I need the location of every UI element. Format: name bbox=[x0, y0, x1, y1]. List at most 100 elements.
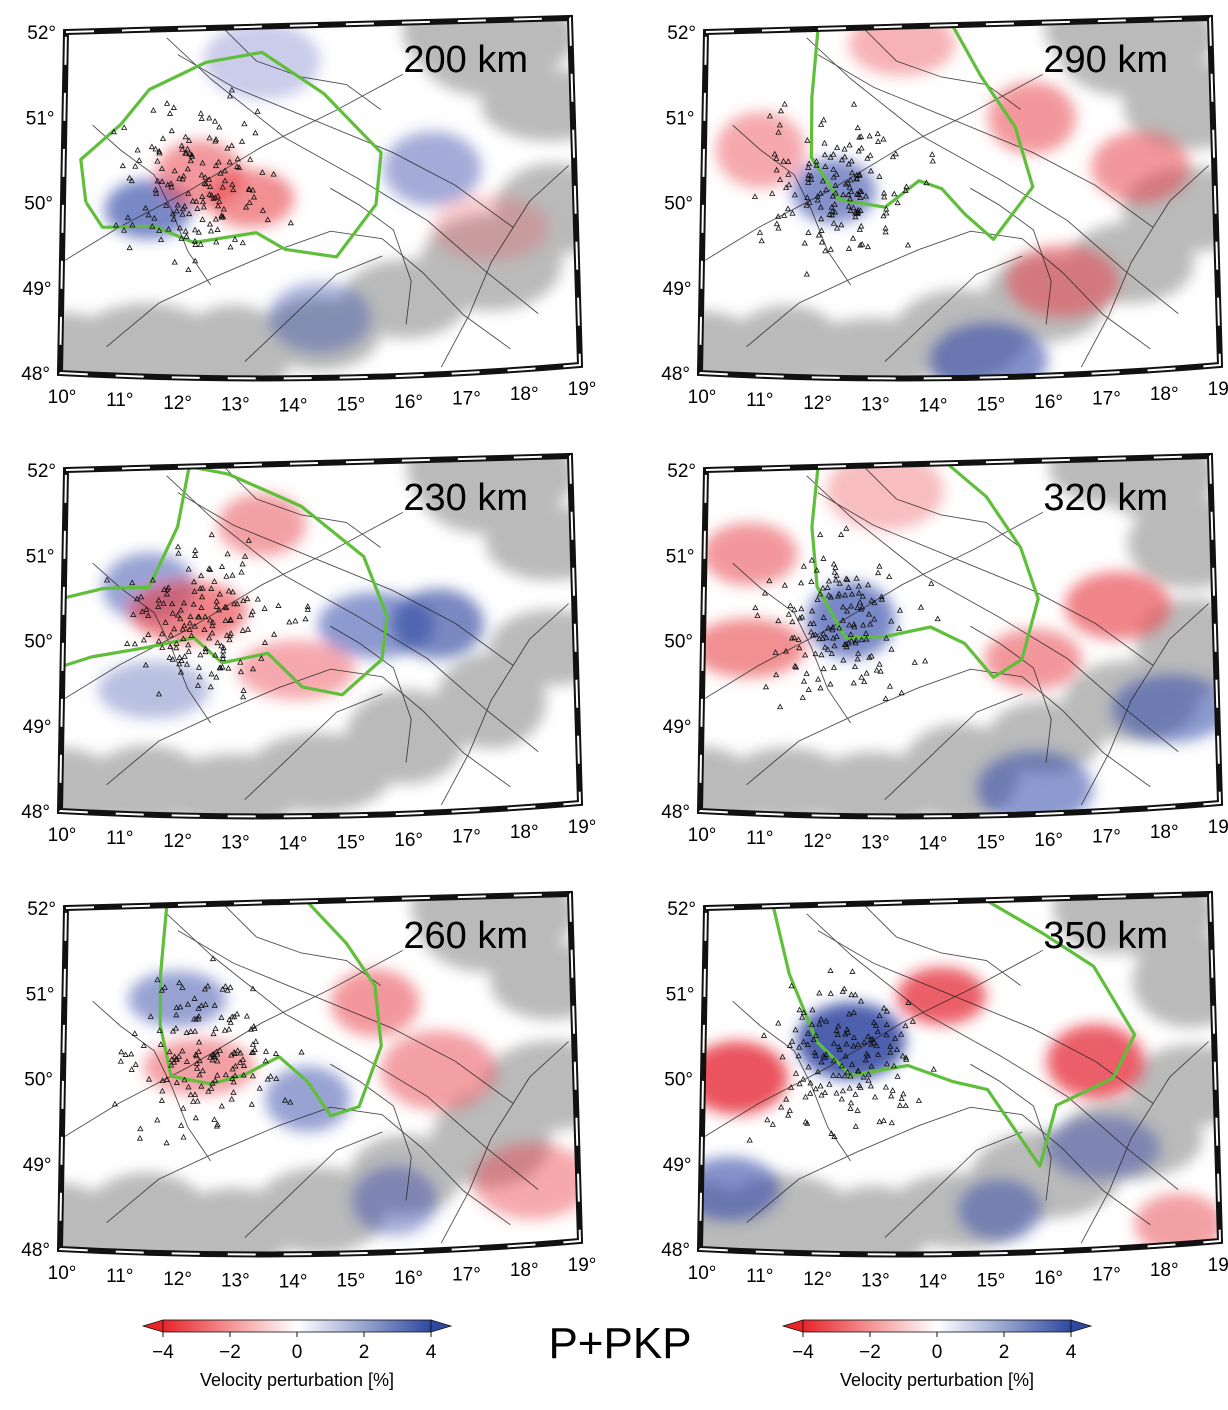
station-icon bbox=[830, 1040, 837, 1046]
station-icon bbox=[803, 670, 810, 676]
station-icon bbox=[846, 184, 853, 190]
station-icon bbox=[185, 137, 193, 143]
station-icon bbox=[249, 608, 256, 614]
station-icon bbox=[817, 190, 824, 196]
station-icon bbox=[875, 569, 882, 576]
station-icon bbox=[199, 193, 206, 199]
station-icon bbox=[196, 1057, 203, 1064]
station-icon bbox=[162, 619, 169, 625]
station-icon bbox=[805, 179, 812, 185]
station-icon bbox=[832, 182, 839, 188]
station-icon bbox=[915, 1097, 922, 1104]
station-icon bbox=[848, 637, 855, 644]
station-icon bbox=[209, 629, 216, 636]
station-icon bbox=[813, 566, 820, 573]
station-icon bbox=[846, 141, 853, 148]
station-icon bbox=[167, 631, 174, 638]
station-icon bbox=[826, 211, 833, 217]
station-icon bbox=[202, 1001, 209, 1007]
station-icon bbox=[869, 1036, 876, 1042]
station-icon bbox=[855, 147, 862, 154]
station-icon bbox=[826, 1081, 833, 1087]
station-icon bbox=[161, 586, 168, 593]
station-icon bbox=[775, 1019, 782, 1026]
station-icon bbox=[181, 653, 188, 659]
station-icon bbox=[148, 143, 155, 150]
station-icon bbox=[214, 1050, 221, 1057]
station-icon bbox=[830, 664, 838, 670]
station-icon bbox=[808, 1021, 815, 1027]
colorbar-tick-label: 4 bbox=[1066, 1342, 1077, 1363]
station-icon bbox=[850, 679, 857, 686]
station-icon bbox=[190, 578, 198, 585]
nodata-blob bbox=[1053, 894, 1166, 954]
station-icon bbox=[830, 1057, 837, 1064]
station-icon bbox=[237, 658, 244, 665]
lat-tick-label: 49° bbox=[663, 717, 692, 738]
station-icon bbox=[132, 162, 139, 169]
station-icon bbox=[858, 133, 865, 139]
station-icon bbox=[917, 604, 925, 610]
station-icon bbox=[853, 175, 861, 182]
station-icon bbox=[923, 179, 930, 186]
fault-line bbox=[106, 1106, 511, 1226]
station-icon bbox=[191, 226, 199, 233]
station-icon bbox=[820, 665, 827, 672]
station-icon bbox=[157, 1041, 164, 1047]
map-frame-ticks bbox=[58, 454, 582, 818]
station-icon bbox=[171, 1053, 178, 1060]
station-icon bbox=[854, 604, 861, 611]
station-icon bbox=[883, 1060, 890, 1067]
station-icon bbox=[242, 553, 249, 559]
station-icon bbox=[898, 689, 905, 696]
station-icon bbox=[185, 266, 192, 273]
lat-tick-label: 49° bbox=[23, 279, 52, 300]
lon-tick-label: 17° bbox=[1092, 1264, 1121, 1285]
station-icon bbox=[192, 552, 199, 558]
station-icon bbox=[777, 176, 784, 183]
colorbar-tick-label: −2 bbox=[219, 1342, 241, 1363]
station-icon bbox=[852, 1123, 859, 1129]
station-icon bbox=[894, 199, 901, 206]
station-icon bbox=[137, 593, 145, 600]
lon-tick-label: 10° bbox=[48, 1263, 77, 1284]
lon-tick-label: 16° bbox=[1034, 1268, 1063, 1289]
station-icon bbox=[272, 1050, 280, 1056]
station-icon bbox=[249, 186, 256, 193]
station-icon bbox=[847, 176, 854, 183]
colorbar-tick-label: −4 bbox=[792, 1342, 814, 1363]
station-icon bbox=[821, 139, 828, 146]
station-icon bbox=[867, 152, 874, 158]
station-icon bbox=[815, 231, 822, 238]
fault-line bbox=[746, 230, 1151, 350]
station-icon bbox=[834, 592, 842, 599]
station-icon bbox=[808, 628, 815, 635]
station-icon bbox=[847, 207, 854, 213]
station-icon bbox=[214, 202, 222, 209]
lat-tick-label: 51° bbox=[26, 108, 55, 129]
station-icon bbox=[810, 620, 817, 626]
station-icon bbox=[205, 565, 213, 572]
map-frame-ticks bbox=[698, 892, 1222, 1256]
station-icon bbox=[273, 1075, 280, 1082]
station-icon bbox=[204, 982, 211, 989]
station-icon bbox=[196, 673, 203, 680]
anomaly-blob bbox=[896, 967, 987, 1025]
station-icon bbox=[751, 193, 759, 200]
station-icon bbox=[775, 617, 782, 624]
lithosphere-contour bbox=[771, 898, 1137, 1168]
station-icon bbox=[854, 1107, 861, 1113]
fault-line bbox=[177, 930, 514, 1104]
station-icon bbox=[133, 595, 141, 602]
station-icon bbox=[168, 1056, 175, 1062]
fault-line bbox=[440, 165, 569, 368]
station-icon bbox=[828, 650, 835, 656]
station-icon bbox=[145, 211, 152, 218]
station-icon bbox=[212, 1077, 219, 1083]
station-icon bbox=[182, 133, 189, 140]
station-icon bbox=[194, 1097, 201, 1104]
lat-tick-label: 50° bbox=[664, 194, 693, 215]
station-icon bbox=[180, 599, 188, 606]
station-icon bbox=[845, 202, 852, 209]
station-icon bbox=[904, 241, 912, 248]
